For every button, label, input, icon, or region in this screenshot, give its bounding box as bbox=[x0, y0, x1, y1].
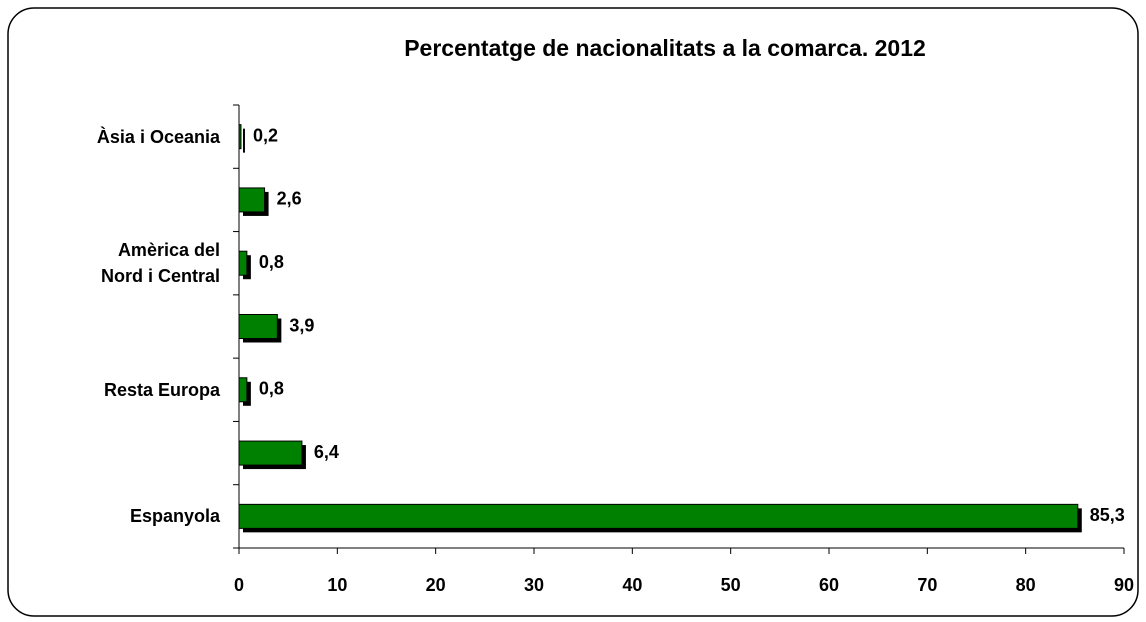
x-tick-label: 30 bbox=[524, 575, 544, 595]
value-label: 85,3 bbox=[1090, 505, 1125, 525]
chart-title: Percentatge de nacionalitats a la comarc… bbox=[404, 35, 926, 61]
x-tick-label: 90 bbox=[1114, 575, 1134, 595]
bar bbox=[238, 250, 248, 276]
y-tick-label: Amèrica del Nord i Central bbox=[100, 240, 220, 287]
y-tick-label: Resta Europa bbox=[103, 379, 220, 400]
x-tick-label: 80 bbox=[1016, 575, 1036, 595]
x-tick-label: 60 bbox=[819, 575, 839, 595]
bar bbox=[238, 314, 278, 339]
bar bbox=[238, 187, 266, 213]
value-label: 3,9 bbox=[289, 315, 314, 335]
x-tick-label: 20 bbox=[426, 575, 446, 595]
bar bbox=[238, 440, 303, 466]
y-tick-label: Àsia i Oceania bbox=[96, 126, 220, 147]
x-tick-label: 70 bbox=[917, 575, 937, 595]
value-label: 2,6 bbox=[277, 189, 302, 209]
x-tick-label: 50 bbox=[721, 575, 741, 595]
bar bbox=[238, 124, 242, 150]
x-tick-label: 10 bbox=[327, 575, 347, 595]
x-tick-label: 0 bbox=[234, 575, 244, 595]
value-label: 0,2 bbox=[253, 125, 278, 145]
bar bbox=[238, 503, 1079, 529]
value-label: 0,8 bbox=[259, 379, 284, 399]
x-tick-label: 40 bbox=[622, 575, 642, 595]
bar bbox=[238, 377, 248, 403]
y-tick-label: Espanyola bbox=[129, 506, 220, 527]
bar-shadow bbox=[243, 128, 245, 153]
value-label: 6,4 bbox=[314, 442, 339, 462]
value-label: 0,8 bbox=[259, 252, 284, 272]
